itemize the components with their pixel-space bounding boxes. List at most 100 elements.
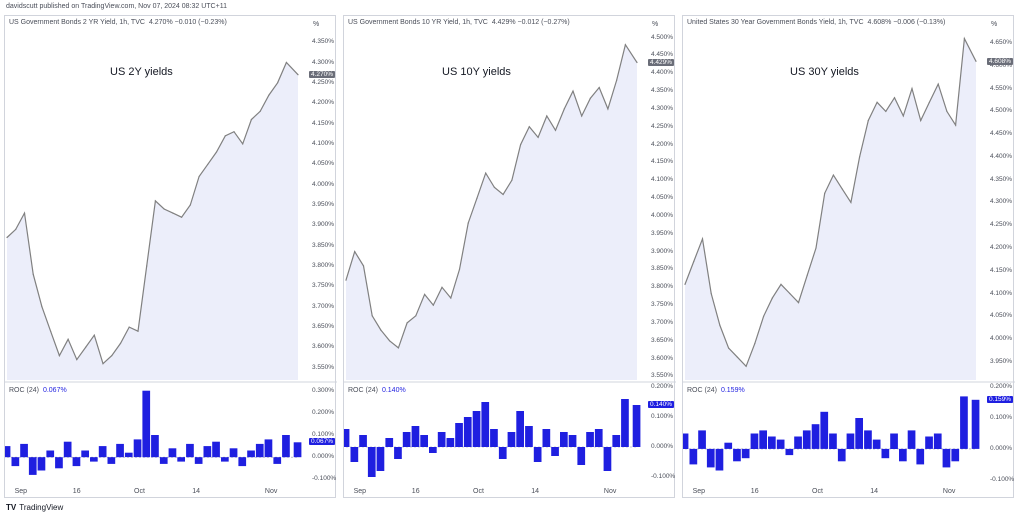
roc-bar <box>683 433 689 449</box>
yield-point <box>636 61 638 64</box>
roc-bar <box>63 441 72 458</box>
yield-point <box>93 334 95 336</box>
roc-bar <box>551 447 559 456</box>
yield-point <box>710 292 712 295</box>
roc-bar <box>942 448 951 468</box>
x-tick-label: Nov <box>603 488 617 495</box>
roc-bar <box>203 446 212 458</box>
roc-label: ROC (24) <box>348 387 378 394</box>
roc-bar <box>933 433 942 449</box>
y-tick-label: 4.050% <box>990 312 1013 320</box>
roc-bar <box>5 446 11 458</box>
panel-header: US Government Bonds 2 YR Yield, 1h, TVC 4… <box>9 19 227 26</box>
roc-bar <box>925 436 933 449</box>
roc-bar <box>689 448 698 465</box>
chart-svg <box>5 61 337 475</box>
yield-point <box>581 115 583 117</box>
yield-point <box>277 82 279 84</box>
y-tick-label: 3.650% <box>312 323 335 331</box>
publisher-header: davidscutt published on TradingView.com,… <box>6 3 227 10</box>
roc-bar <box>698 430 706 449</box>
yield-point <box>850 201 852 203</box>
roc-bar <box>344 429 350 447</box>
roc-bar <box>28 457 37 475</box>
roc-bar <box>72 457 81 467</box>
y-tick-label: 4.250% <box>312 78 335 86</box>
roc-y-tick-label: 0.200% <box>312 408 335 416</box>
roc-y-tick-label: -0.100% <box>651 473 676 480</box>
yield-point <box>102 363 104 365</box>
roc-bar <box>282 435 290 458</box>
roc-bar <box>455 423 463 447</box>
y-tick-label: 4.400% <box>990 152 1013 160</box>
roc-bar <box>794 436 802 449</box>
yield-point <box>250 118 252 121</box>
yield-point <box>911 88 913 90</box>
roc-bar <box>594 429 603 447</box>
roc-bar <box>890 433 898 449</box>
yield-point <box>719 324 721 326</box>
y-tick-label: 4.150% <box>312 119 335 127</box>
yield-point <box>485 172 487 174</box>
y-tick-label: 4.150% <box>651 158 674 166</box>
x-tick-label: Nov <box>264 488 278 495</box>
yield-point <box>920 119 922 122</box>
roc-bar <box>750 433 759 449</box>
y-tick-label: 3.700% <box>651 318 674 326</box>
roc-bar <box>568 435 577 447</box>
roc-bar <box>37 457 46 471</box>
roc-y-tick-label: 0.100% <box>990 414 1013 421</box>
yield-point <box>163 208 165 210</box>
y-tick-label: 3.750% <box>312 282 335 290</box>
yield-point <box>546 115 548 117</box>
roc-bar <box>177 457 185 462</box>
yield-point <box>371 315 373 317</box>
roc-bar <box>98 446 107 458</box>
roc-bar <box>55 457 63 469</box>
y-tick-label: 3.950% <box>651 229 674 237</box>
tradingview-brand: TradingView <box>19 503 64 512</box>
yield-point <box>902 115 904 117</box>
yield-point <box>389 340 391 342</box>
roc-bar <box>960 396 968 449</box>
yield-point <box>137 330 139 332</box>
yield-point <box>771 297 773 299</box>
roc-bar <box>402 432 411 447</box>
roc-y-tick-label: 0.200% <box>651 383 674 390</box>
roc-header: ROC (24) 0.140% <box>348 387 406 394</box>
yield-point <box>511 179 513 181</box>
us-30y-chart-panel[interactable]: United States 30 Year Government Bonds Y… <box>682 15 1015 498</box>
roc-y-tick-label: 0.000% <box>312 453 335 461</box>
yield-point <box>119 342 122 344</box>
y-tick-label: 3.900% <box>651 247 674 255</box>
y-tick-label: 3.850% <box>651 265 674 273</box>
yield-point <box>763 315 765 317</box>
y-tick-label: 3.950% <box>990 357 1013 365</box>
roc-bar <box>350 447 359 462</box>
yield-point <box>554 129 557 131</box>
roc-y-tick-label: 0.100% <box>651 413 674 420</box>
yield-point <box>832 174 834 176</box>
roc-bar <box>429 447 437 453</box>
roc-bar <box>837 448 846 462</box>
roc-bar <box>151 435 159 458</box>
roc-bar <box>951 448 960 462</box>
y-tick-label: 4.650% <box>990 39 1013 47</box>
roc-bar <box>507 432 516 447</box>
roc-bar <box>785 448 794 456</box>
yield-point <box>797 302 800 304</box>
roc-bar <box>498 447 507 459</box>
y-tick-label: 4.150% <box>990 266 1013 274</box>
roc-value: 0.159% <box>720 387 745 394</box>
roc-bar <box>715 448 724 471</box>
y-tick-label: 4.000% <box>990 335 1013 342</box>
roc-bar <box>916 448 925 465</box>
yield-point <box>424 293 426 295</box>
us-2y-chart-panel[interactable]: US Government Bonds 2 YR Yield, 1h, TVC 4… <box>4 15 337 498</box>
roc-value: 0.140% <box>381 387 406 394</box>
tradingview-footer[interactable]: TV TradingView <box>6 503 63 512</box>
roc-bar <box>621 399 629 447</box>
yield-point <box>572 90 574 92</box>
yield-point <box>467 222 469 224</box>
us-10y-chart-panel[interactable]: US Government Bonds 10 YR Yield, 1h, TVC… <box>343 15 676 498</box>
